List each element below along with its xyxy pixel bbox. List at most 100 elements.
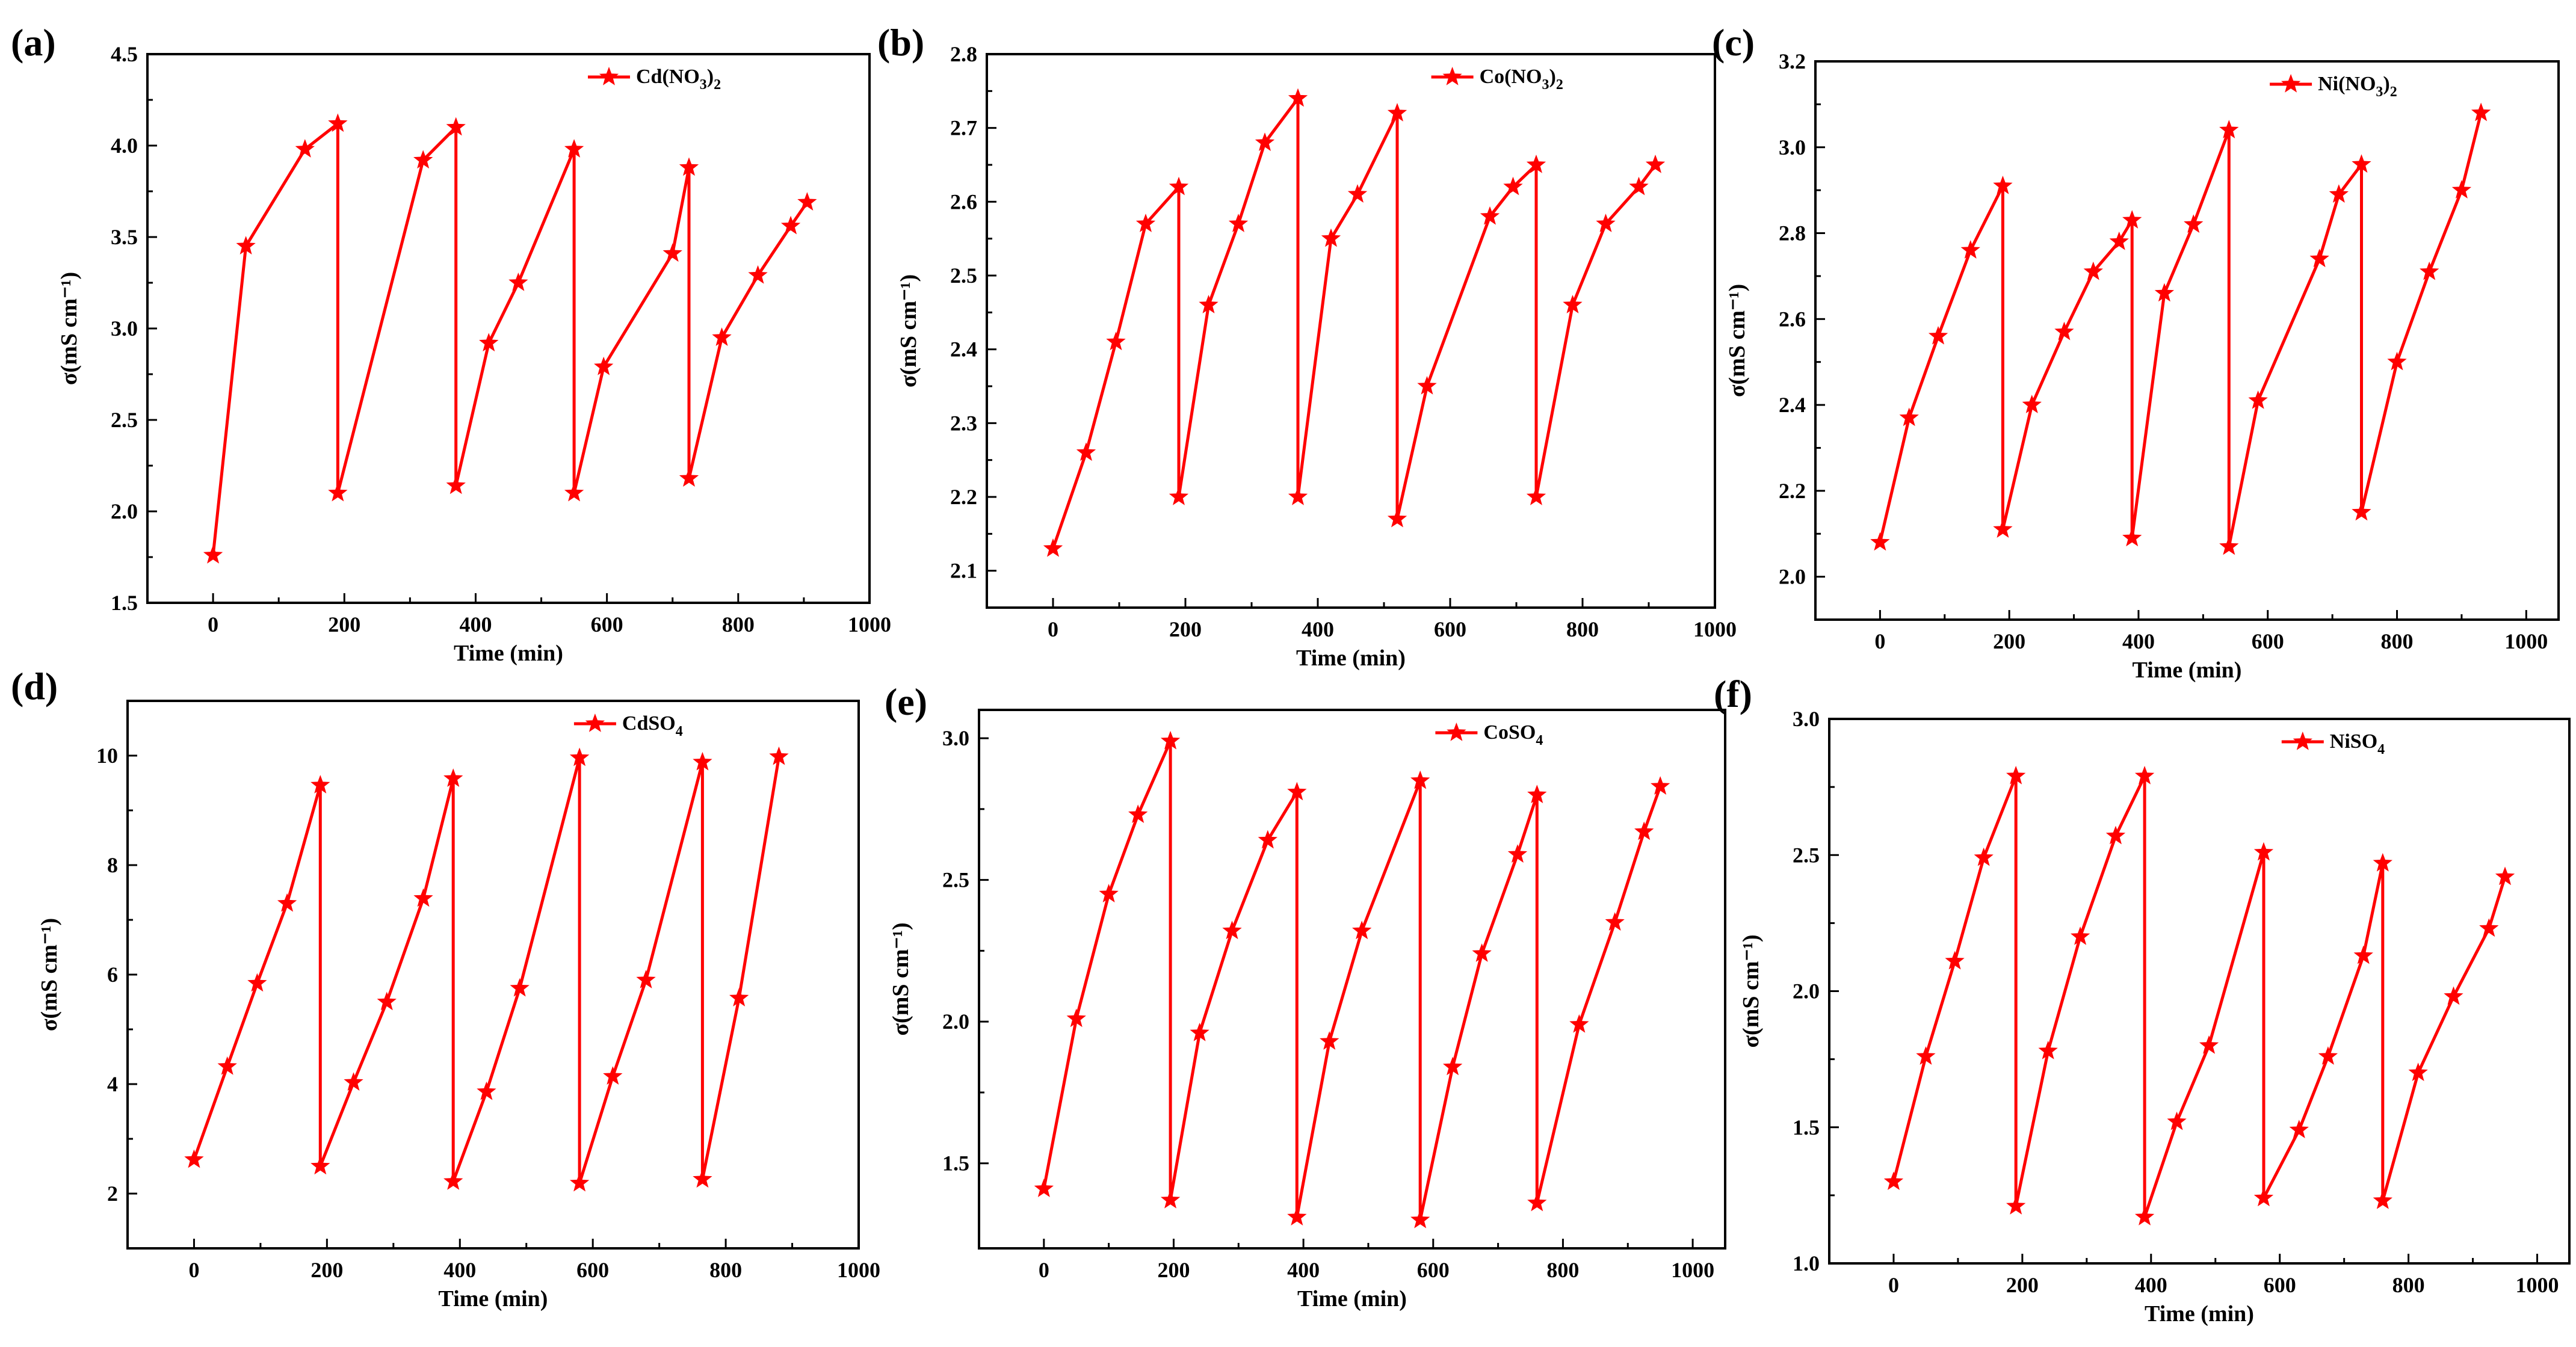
- data-point-e: [1034, 1179, 1054, 1197]
- y-axis-title-a: σ(mS cm⁻¹): [57, 272, 82, 385]
- data-point-f: [2289, 1120, 2309, 1139]
- y-tick-label-b: 2.5: [950, 264, 977, 288]
- data-point-f: [2070, 926, 2090, 945]
- x-tick-label-e: 0: [1039, 1258, 1049, 1282]
- x-tick-label-a: 800: [722, 612, 755, 637]
- data-point-e: [1410, 1209, 1430, 1228]
- data-point-a: [564, 482, 584, 502]
- data-point-d: [693, 751, 712, 771]
- y-tick-label-a: 3.0: [111, 316, 138, 341]
- legend-label-c: Ni(NO3)2: [2318, 73, 2397, 100]
- y-tick-label-c: 3.2: [1779, 49, 1806, 73]
- panel-letter-a: (a): [11, 21, 56, 64]
- series-line-e: [1042, 740, 1662, 1221]
- data-point-d: [247, 973, 267, 992]
- data-point-f: [1974, 847, 1994, 866]
- data-point-b: [1596, 214, 1616, 232]
- data-point-c: [2122, 528, 2142, 547]
- data-point-c: [2054, 321, 2074, 341]
- data-point-f: [2373, 852, 2392, 872]
- y-tick-label-d: 2: [107, 1182, 118, 1206]
- data-point-a: [780, 215, 801, 235]
- data-point-b: [1347, 184, 1368, 203]
- data-point-b: [1169, 487, 1189, 505]
- y-axis-title-b: σ(mS cm⁻¹): [896, 274, 921, 387]
- data-point-b: [1526, 155, 1546, 173]
- x-tick-label-d: 0: [188, 1258, 199, 1282]
- legend-label-a: Cd(NO3)2: [636, 66, 721, 93]
- data-point-c: [2420, 261, 2439, 280]
- y-tick-label-e: 2.5: [942, 868, 969, 892]
- x-tick-label-e: 600: [1417, 1258, 1450, 1282]
- data-point-a: [203, 544, 223, 564]
- data-point-b: [1076, 442, 1096, 461]
- series-line-a: [211, 120, 809, 556]
- plot-frame-b: [986, 53, 1716, 609]
- x-tick-label-f: 0: [1888, 1273, 1899, 1297]
- x-tick-label-d: 800: [709, 1258, 742, 1282]
- panel-a: (a) 0 200 400 600 800 1000 1.5 2.0 2.5 3.0 3.5 4.0 4…: [11, 21, 891, 666]
- data-point-a: [479, 333, 499, 352]
- data-point-c: [2451, 180, 2472, 199]
- x-tick-label-b: 800: [1566, 617, 1599, 641]
- panel-e: (e) 0 200 400 600 800 1000 1.5 2.0 2.5 3.0 Time (m…: [885, 680, 1726, 1312]
- data-point-f: [2444, 986, 2463, 1005]
- x-tick-label-b: 200: [1169, 617, 1202, 641]
- data-point-a: [446, 475, 466, 495]
- data-point-f: [2318, 1046, 2338, 1065]
- data-point-e: [1472, 943, 1492, 962]
- data-point-e: [1634, 821, 1654, 840]
- plot-frame-e: [978, 709, 1726, 1250]
- x-tick-label-d: 1000: [837, 1258, 880, 1282]
- data-point-b: [1503, 176, 1523, 196]
- x-tick-label-a: 600: [591, 612, 623, 637]
- data-point-c: [2122, 210, 2142, 229]
- data-point-b: [1135, 214, 1156, 232]
- data-point-d: [769, 746, 789, 765]
- x-tick-label-f: 400: [2135, 1273, 2167, 1297]
- x-tick-label-a: 400: [459, 612, 492, 637]
- data-point-f: [2038, 1041, 2058, 1059]
- data-point-e: [1507, 844, 1528, 863]
- data-point-a: [797, 192, 817, 211]
- data-point-d: [477, 1081, 496, 1100]
- y-tick-label-c: 2.2: [1779, 479, 1806, 503]
- legend-label-f: NiSO4: [2330, 730, 2385, 757]
- data-point-c: [2184, 214, 2204, 233]
- x-tick-label-a: 0: [208, 612, 218, 637]
- x-tick-label-e: 400: [1287, 1258, 1320, 1282]
- series-line-f: [1892, 775, 2507, 1218]
- data-point-e: [1160, 1189, 1181, 1209]
- y-tick-label-c: 2.6: [1779, 307, 1806, 331]
- data-point-b: [1417, 376, 1437, 395]
- data-point-a: [679, 157, 699, 176]
- data-point-f: [2253, 1188, 2274, 1207]
- data-point-f: [2253, 842, 2274, 861]
- data-point-d: [636, 970, 656, 988]
- x-tick-label-e: 800: [1546, 1258, 1579, 1282]
- data-point-e: [1352, 920, 1372, 940]
- y-tick-label-b: 2.4: [950, 338, 977, 362]
- data-point-c: [2352, 154, 2371, 173]
- data-point-c: [1870, 532, 1890, 551]
- data-point-e: [1442, 1056, 1463, 1076]
- x-axis-title-c: Time (min): [2133, 658, 2242, 683]
- data-point-d: [443, 1171, 463, 1190]
- plot-frame-d: [126, 700, 860, 1250]
- data-point-c: [1993, 519, 2013, 538]
- data-point-e: [1160, 730, 1181, 750]
- data-point-e: [1651, 776, 1670, 795]
- data-point-f: [2134, 766, 2155, 784]
- data-point-e: [1258, 830, 1277, 849]
- y-tick-label-b: 2.1: [950, 559, 977, 583]
- y-tick-label-c: 2.4: [1779, 393, 1806, 417]
- x-tick-label-c: 0: [1874, 629, 1885, 653]
- data-point-e: [1410, 770, 1430, 789]
- y-tick-label-e: 3.0: [942, 726, 969, 750]
- data-point-a: [328, 482, 348, 502]
- x-tick-label-d: 600: [576, 1258, 609, 1282]
- panel-letter-e: (e): [885, 680, 927, 723]
- data-point-b: [1255, 132, 1275, 151]
- data-point-d: [277, 893, 297, 912]
